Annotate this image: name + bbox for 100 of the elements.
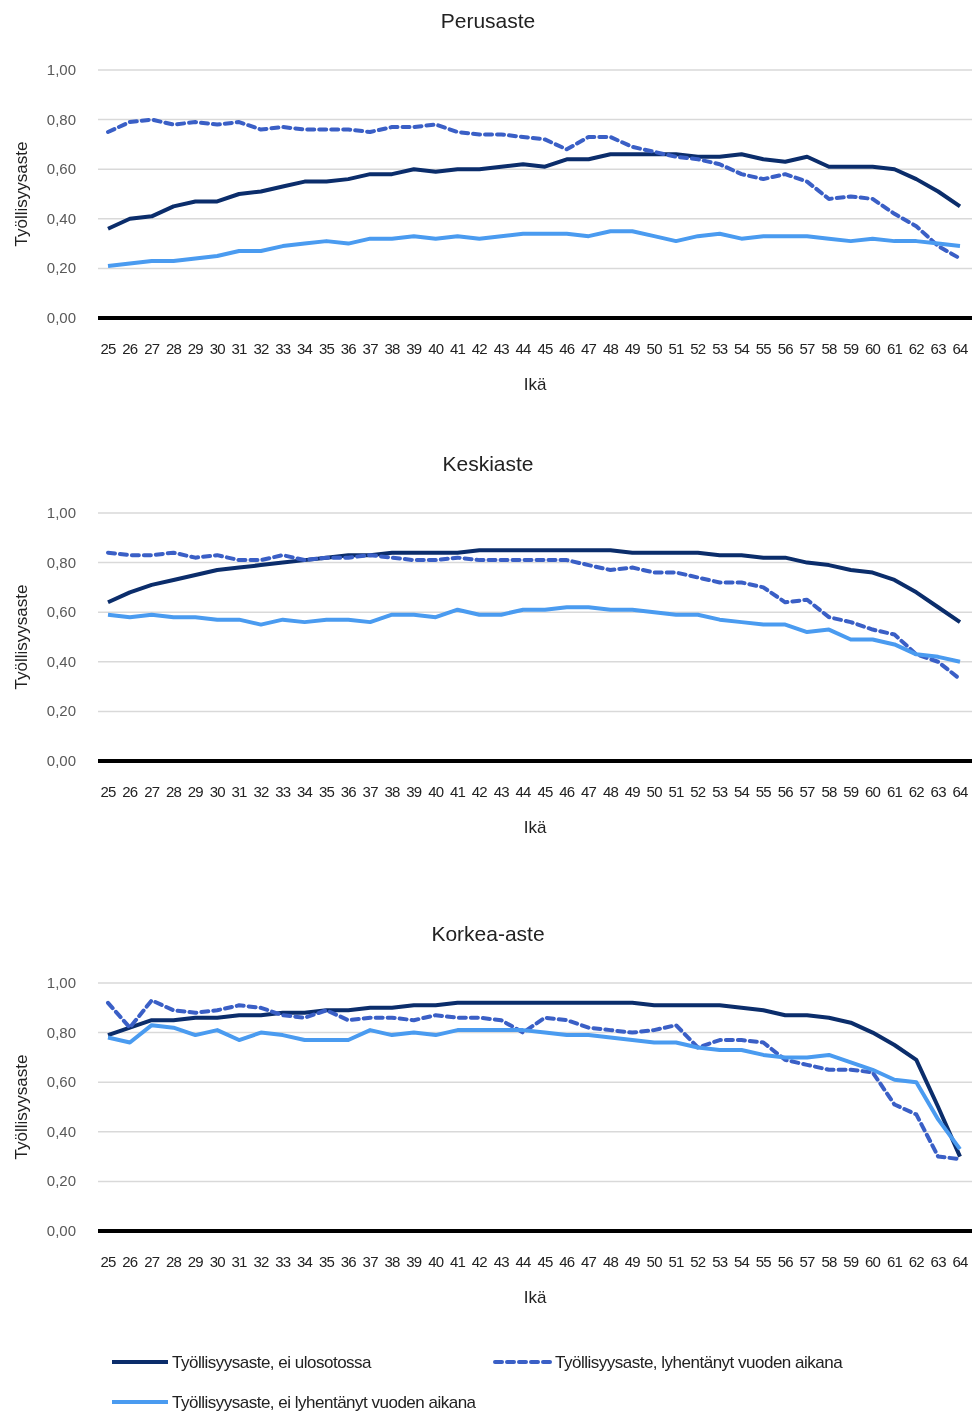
legend-label: Työllisyysaste, ei ulosotossa — [172, 1353, 373, 1372]
x-tick-label: 37 — [362, 1253, 379, 1270]
x-tick-label: 34 — [297, 1253, 313, 1270]
x-tick-label: 36 — [340, 783, 357, 800]
x-tick-label: 64 — [952, 340, 968, 357]
chart-title: Korkea-aste — [431, 922, 545, 945]
x-tick-label: 27 — [144, 340, 160, 357]
x-axis-title: Ikä — [523, 1288, 547, 1307]
x-tick-label: 44 — [515, 1253, 532, 1270]
x-tick-label: 57 — [799, 340, 816, 357]
y-tick-label: 0,60 — [46, 603, 76, 621]
x-tick-label: 42 — [471, 1253, 488, 1270]
x-tick-label: 42 — [471, 340, 488, 357]
x-tick-label: 58 — [821, 340, 837, 357]
x-tick-label: 49 — [624, 783, 641, 800]
x-tick-label: 31 — [231, 340, 248, 357]
x-tick-label: 42 — [471, 783, 488, 800]
x-tick-label: 60 — [865, 340, 881, 357]
x-tick-label: 43 — [493, 340, 510, 357]
x-tick-label: 40 — [428, 340, 444, 357]
x-axis-title: Ikä — [523, 818, 547, 837]
x-tick-label: 61 — [886, 783, 903, 800]
x-tick-label: 44 — [515, 340, 532, 357]
x-tick-label: 56 — [777, 340, 794, 357]
x-tick-label: 53 — [712, 1253, 728, 1270]
x-tick-label: 34 — [297, 783, 313, 800]
x-tick-label: 41 — [449, 340, 466, 357]
y-tick-label: 0,80 — [46, 553, 76, 571]
x-tick-label: 63 — [930, 340, 947, 357]
x-tick-label: 29 — [187, 340, 204, 357]
chart-title: Keskiaste — [442, 452, 534, 475]
y-tick-label: 0,60 — [46, 1073, 76, 1091]
line-series — [106, 548, 962, 625]
x-tick-label: 39 — [406, 1253, 422, 1270]
x-tick-label: 64 — [952, 783, 968, 800]
y-tick-label: 0,40 — [46, 652, 76, 670]
x-tick-label: 52 — [690, 340, 706, 357]
x-tick-label: 59 — [843, 1253, 859, 1270]
y-tick-label: 0,20 — [46, 259, 76, 277]
x-tick-label: 29 — [187, 783, 204, 800]
x-tick-label: 58 — [821, 1253, 837, 1270]
x-tick-label: 41 — [449, 783, 466, 800]
x-tick-label: 27 — [144, 783, 160, 800]
x-tick-label: 25 — [100, 783, 116, 800]
x-tick-label: 35 — [318, 340, 335, 357]
x-tick-label: 62 — [908, 783, 925, 800]
x-tick-label: 33 — [275, 1253, 291, 1270]
y-tick-label: 0,80 — [46, 1023, 76, 1041]
x-tick-label: 36 — [340, 340, 357, 357]
x-tick-label: 32 — [253, 783, 269, 800]
x-tick-label: 48 — [602, 340, 619, 357]
y-tick-label: 0,40 — [46, 1122, 76, 1140]
x-tick-label: 52 — [690, 783, 706, 800]
x-tick-label: 54 — [733, 1253, 750, 1270]
line-series — [106, 117, 962, 261]
y-tick-label: 0,80 — [46, 110, 76, 128]
y-tick-label: 1,00 — [46, 974, 76, 991]
x-tick-label: 29 — [187, 1253, 204, 1270]
x-tick-label: 37 — [362, 783, 379, 800]
x-tick-label: 38 — [384, 1253, 400, 1270]
x-tick-label: 28 — [165, 1253, 182, 1270]
y-tick-label: 1,00 — [46, 504, 76, 521]
x-tick-label: 38 — [384, 783, 400, 800]
y-tick-label: 0,60 — [46, 160, 76, 178]
x-tick-label: 34 — [297, 340, 313, 357]
x-tick-label: 43 — [493, 783, 510, 800]
y-tick-label: 0,20 — [46, 702, 76, 720]
x-tick-label: 62 — [908, 1253, 925, 1270]
y-tick-label: 0,00 — [46, 1222, 76, 1239]
x-tick-label: 49 — [624, 1253, 641, 1270]
y-tick-label: 0,20 — [46, 1172, 76, 1190]
x-tick-label: 56 — [777, 1253, 794, 1270]
x-tick-label: 63 — [930, 783, 947, 800]
x-tick-label: 38 — [384, 340, 400, 357]
x-tick-label: 30 — [209, 783, 226, 800]
x-tick-label: 26 — [122, 783, 138, 800]
x-tick-label: 49 — [624, 340, 641, 357]
line-series — [106, 1023, 962, 1152]
x-tick-label: 58 — [821, 783, 837, 800]
x-tick-label: 26 — [122, 340, 138, 357]
x-tick-label: 40 — [428, 783, 444, 800]
x-tick-label: 43 — [493, 1253, 510, 1270]
x-tick-label: 64 — [952, 1253, 968, 1270]
line-series — [106, 152, 962, 231]
line-series — [106, 605, 962, 664]
line-series — [106, 229, 962, 268]
x-tick-label: 54 — [733, 783, 750, 800]
x-tick-label: 30 — [209, 1253, 226, 1270]
y-axis-title: Työllisyysaste — [12, 1054, 31, 1160]
x-tick-label: 40 — [428, 1253, 444, 1270]
x-tick-label: 48 — [602, 783, 619, 800]
x-tick-label: 45 — [537, 1253, 553, 1270]
x-tick-label: 62 — [908, 340, 925, 357]
x-tick-label: 50 — [646, 783, 663, 800]
x-tick-label: 60 — [865, 1253, 881, 1270]
x-tick-label: 60 — [865, 783, 881, 800]
x-tick-label: 48 — [602, 1253, 619, 1270]
x-tick-label: 46 — [559, 340, 575, 357]
chart-title: Perusaste — [440, 9, 536, 32]
x-axis-title: Ikä — [523, 375, 547, 394]
